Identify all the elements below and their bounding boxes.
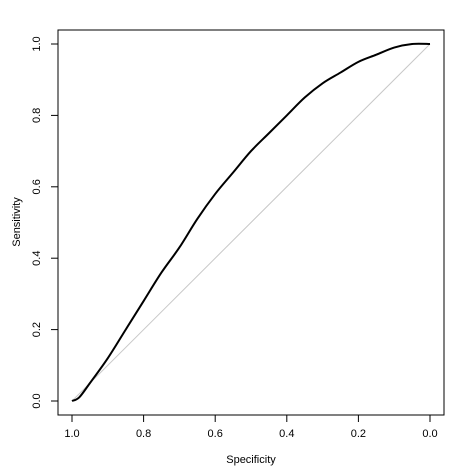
- roc-curve: [71, 42, 431, 402]
- y-tick-label: 1.0: [31, 36, 43, 51]
- y-axis: 0.0 0.2 0.4 0.6 0.8 1.0: [31, 36, 59, 409]
- y-axis-label: Sensitivity: [11, 197, 23, 247]
- x-tick-label: 1.0: [64, 428, 79, 440]
- x-axis: 1.0 0.8 0.6 0.4 0.2 0.0: [64, 414, 438, 440]
- x-tick-label: 0.8: [136, 428, 151, 440]
- y-tick-label: 0.4: [31, 251, 43, 266]
- y-tick-label: 0.2: [31, 322, 43, 337]
- x-tick-label: 0.6: [208, 428, 223, 440]
- x-tick-label: 0.0: [422, 428, 437, 440]
- y-tick-label: 0.0: [31, 393, 43, 408]
- x-tick-label: 0.2: [351, 428, 366, 440]
- y-tick-label: 0.6: [31, 179, 43, 194]
- x-axis-label: Specificity: [226, 454, 276, 466]
- y-tick-label: 0.8: [31, 108, 43, 123]
- reference-diagonal: [71, 43, 431, 402]
- x-tick-label: 0.4: [279, 428, 294, 440]
